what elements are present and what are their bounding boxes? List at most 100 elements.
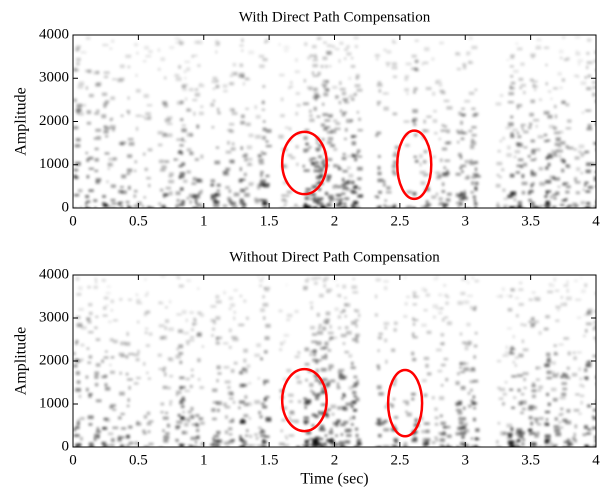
spectrogram-cell [337, 194, 342, 197]
spectrogram-cell [355, 427, 359, 431]
spectrogram-cell [167, 357, 172, 361]
spectrogram-cell [585, 109, 592, 112]
spectrogram-cell [531, 316, 535, 321]
spectrogram-cell [330, 404, 337, 409]
spectrogram-cell [510, 346, 514, 350]
spectrogram-cell [565, 185, 571, 189]
spectrogram-cell [383, 286, 388, 291]
spectrogram-cell [355, 340, 359, 343]
spectrogram-cell [305, 440, 310, 443]
spectrogram-cell [295, 58, 298, 62]
spectrogram-cell [244, 157, 248, 162]
spectrogram-cell [88, 445, 95, 447]
spectrogram-cell [233, 192, 240, 197]
spectrogram-cell [262, 438, 265, 442]
spectrogram-cell [577, 62, 581, 66]
spectrogram-cell [518, 303, 524, 306]
spectrogram-cell [76, 293, 82, 296]
spectrogram-cell [165, 432, 170, 435]
spectrogram-cell [511, 406, 515, 409]
spectrogram-cell [228, 427, 233, 431]
spectrogram-cell [262, 302, 269, 307]
spectrogram-cell [348, 385, 354, 390]
spectrogram-cell [309, 197, 316, 201]
spectrogram-cell [320, 65, 324, 68]
spectrogram-cell [147, 116, 152, 120]
spectrogram-cell [443, 284, 447, 287]
spectrogram-cell [112, 127, 115, 132]
spectrogram-cell [195, 440, 198, 444]
spectrogram-cell [258, 158, 264, 162]
spectrogram-cell [558, 130, 564, 134]
spectrogram-cell [316, 149, 320, 152]
spectrogram-cell [338, 368, 345, 372]
spectrogram-cell [316, 37, 321, 40]
spectrogram-cell [354, 185, 358, 188]
spectrogram-cell [390, 403, 394, 408]
spectrogram-cell [318, 411, 323, 415]
spectrogram-cell [350, 205, 357, 208]
spectrogram-cell [164, 132, 167, 136]
spectrogram-cell [78, 112, 84, 116]
spectrogram-cell [314, 439, 320, 443]
spectrogram-cell [228, 296, 234, 300]
spectrogram-cell [78, 359, 82, 363]
spectrogram-cell [212, 437, 215, 441]
spectrogram-cell [176, 198, 180, 203]
spectrogram-cell [125, 355, 129, 359]
spectrogram-cell [393, 160, 398, 165]
spectrogram-cell [261, 135, 267, 140]
spectrogram-cell [414, 59, 418, 64]
spectrogram-cell [257, 444, 262, 447]
spectrogram-cell [420, 205, 427, 208]
spectrogram-cell [455, 172, 461, 176]
spectrogram-cell [545, 82, 548, 86]
spectrogram-cell [186, 148, 192, 152]
spectrogram-cell [527, 429, 532, 432]
spectrogram-cell [437, 369, 443, 373]
spectrogram-cell [353, 409, 357, 412]
spectrogram-cell [94, 147, 99, 151]
spectrogram-cell [558, 414, 563, 417]
spectrogram-cell [216, 401, 222, 406]
spectrogram-cell [442, 430, 446, 435]
spectrogram-cell [354, 84, 361, 88]
spectrogram-cell [176, 313, 182, 316]
spectrogram-cell [446, 106, 453, 110]
spectrogram-cell [440, 363, 446, 367]
spectrogram-cell [157, 48, 161, 52]
spectrogram-cell [255, 134, 261, 139]
spectrogram-cell [310, 305, 313, 310]
spectrogram-cell [184, 140, 187, 143]
spectrogram-cell [577, 150, 582, 154]
spectrogram-cell [546, 359, 551, 364]
spectrogram-cell [337, 419, 341, 424]
spectrogram-cell [259, 183, 265, 187]
spectrogram-cell [117, 78, 123, 83]
spectrogram-cell [94, 371, 100, 376]
spectrogram-cell [228, 345, 232, 349]
spectrogram-cell [460, 164, 467, 168]
spectrogram-cell [223, 290, 226, 295]
spectrogram-cell [134, 441, 139, 445]
spectrogram-cell [592, 162, 596, 166]
spectrogram-cell [458, 197, 465, 201]
spectrogram-cell [104, 135, 109, 138]
spectrogram-cell [308, 88, 313, 91]
spectrogram-cell [520, 323, 524, 326]
spectrogram-cell [200, 189, 203, 192]
spectrogram-cell [147, 430, 151, 434]
spectrogram-cell [464, 429, 470, 433]
spectrogram-cell [464, 362, 469, 365]
spectrogram-cell [456, 445, 459, 447]
spectrogram-cell [587, 74, 592, 78]
spectrogram-cell [133, 43, 139, 47]
spectrogram-cell [321, 168, 324, 171]
spectrogram-cell [530, 322, 536, 326]
spectrogram-cell [554, 114, 558, 119]
spectrogram-cell [507, 308, 513, 312]
spectrogram-cell [539, 204, 543, 208]
spectrogram-cell [510, 132, 514, 136]
spectrogram-cell [558, 343, 564, 346]
spectrogram-cell [457, 372, 460, 376]
